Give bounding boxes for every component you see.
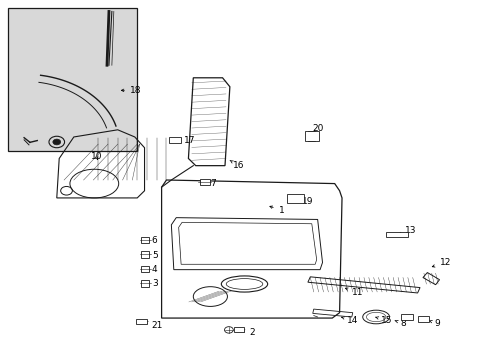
Circle shape bbox=[53, 139, 61, 145]
Text: 1: 1 bbox=[269, 206, 284, 215]
Text: 7: 7 bbox=[203, 179, 216, 188]
Bar bbox=[141, 237, 149, 243]
Bar bbox=[136, 319, 147, 324]
Text: 10: 10 bbox=[91, 152, 102, 161]
Text: 11: 11 bbox=[345, 288, 363, 297]
Text: 21: 21 bbox=[145, 321, 162, 330]
Text: 9: 9 bbox=[428, 319, 440, 328]
Text: 8: 8 bbox=[394, 319, 406, 328]
Bar bbox=[233, 327, 243, 332]
Bar bbox=[417, 316, 428, 322]
Bar bbox=[287, 194, 304, 203]
Bar bbox=[199, 179, 210, 185]
Bar bbox=[141, 266, 149, 272]
Bar bbox=[400, 315, 412, 320]
Bar bbox=[305, 131, 318, 141]
Bar bbox=[141, 280, 149, 287]
Text: 4: 4 bbox=[145, 265, 157, 274]
Text: 2: 2 bbox=[242, 328, 254, 337]
Text: 17: 17 bbox=[178, 136, 195, 145]
Text: 16: 16 bbox=[229, 160, 244, 170]
Text: 12: 12 bbox=[431, 258, 450, 267]
Bar bbox=[385, 232, 407, 237]
Bar bbox=[8, 8, 137, 151]
Text: 3: 3 bbox=[145, 279, 157, 288]
Bar bbox=[141, 251, 149, 258]
Text: 5: 5 bbox=[145, 251, 157, 260]
Text: 15: 15 bbox=[375, 316, 392, 325]
Text: 13: 13 bbox=[398, 226, 416, 235]
Text: 19: 19 bbox=[296, 197, 313, 206]
Text: 14: 14 bbox=[341, 316, 358, 325]
Text: 20: 20 bbox=[312, 123, 324, 136]
Bar bbox=[168, 137, 181, 143]
Text: 6: 6 bbox=[145, 237, 157, 246]
Text: 18: 18 bbox=[121, 86, 141, 95]
